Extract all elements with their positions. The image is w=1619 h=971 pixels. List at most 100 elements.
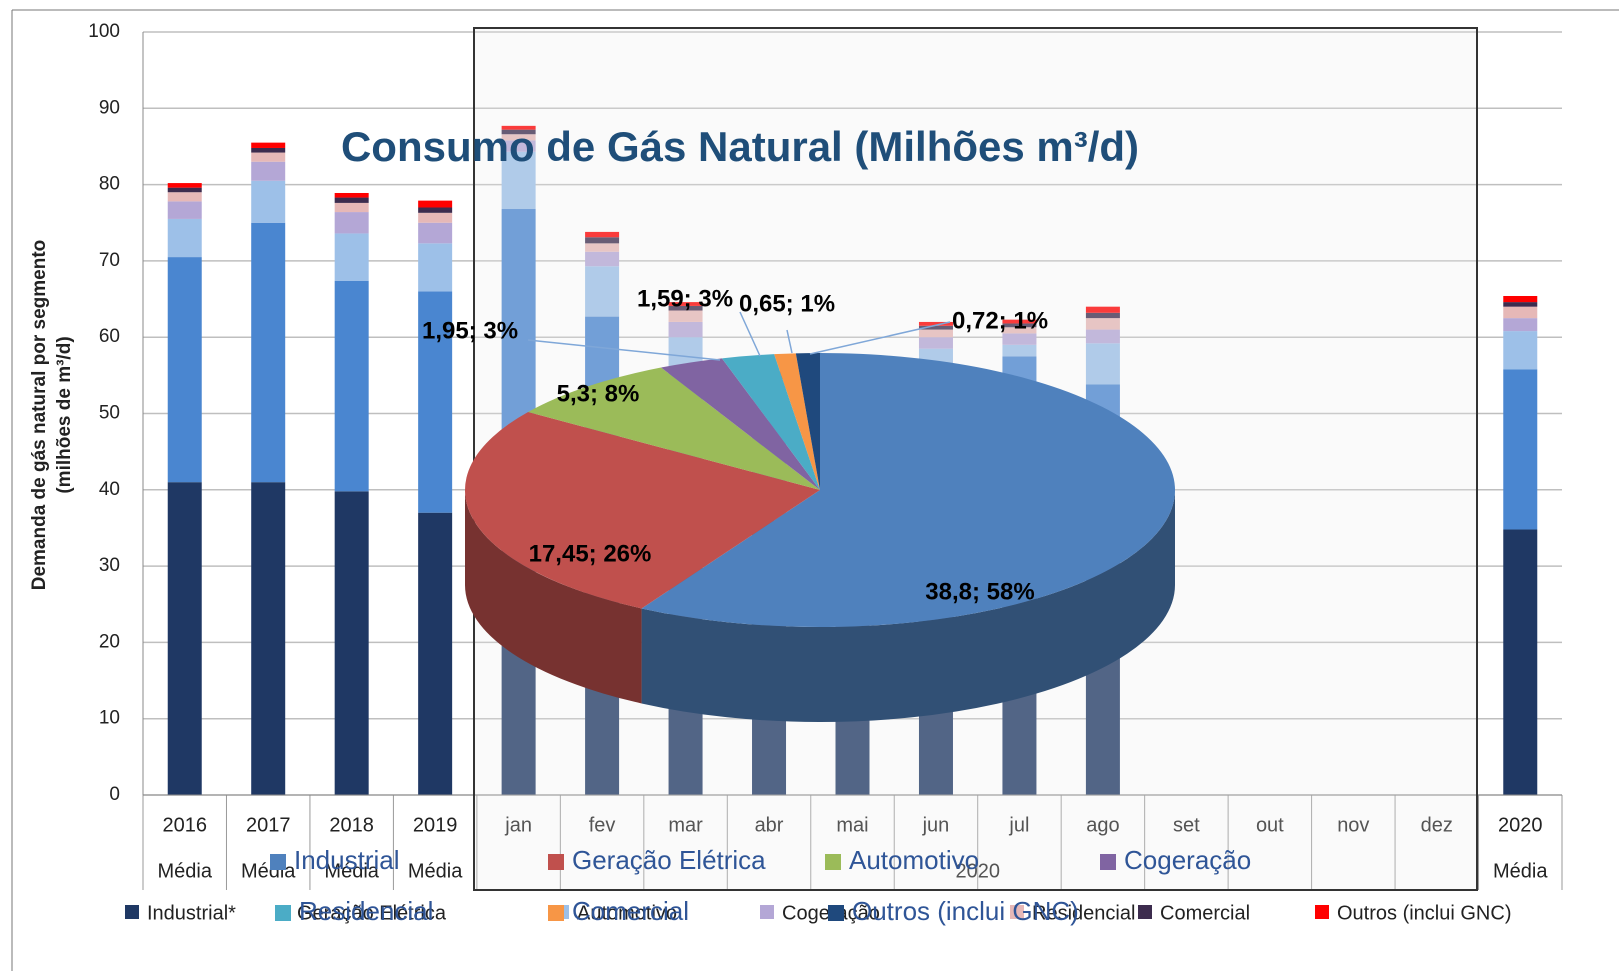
legend-label: Geração Elétrica [297, 902, 447, 924]
legend-label: Comercial [572, 896, 689, 926]
bar-segment [251, 142, 286, 148]
legend-swatch [1100, 854, 1116, 870]
x-sublabel: Média [157, 860, 212, 882]
x-tick-label: mai [836, 814, 868, 836]
bar-segment [334, 233, 369, 281]
x-tick-label: 2016 [162, 814, 207, 836]
x-tick-label: ago [1086, 814, 1119, 836]
bar-segment [1503, 302, 1538, 307]
legend-label: Automotivo [577, 902, 677, 924]
leader-line [739, 311, 761, 357]
bar-segment [418, 222, 453, 244]
bar-segment [251, 180, 286, 223]
y-tick-label: 50 [99, 403, 120, 424]
legend-swatch [1315, 905, 1329, 919]
y-tick-label: 90 [99, 97, 120, 118]
bar-segment [585, 251, 620, 267]
data-label: 5,3; 8% [557, 380, 640, 407]
bar-segment [501, 134, 536, 141]
legend-swatch [825, 854, 841, 870]
legend-swatch [548, 854, 564, 870]
pie-slice [465, 412, 820, 609]
legend-label: Residencial [299, 896, 433, 926]
bar-segment [1503, 306, 1538, 319]
y-axis-title: Demanda de gás natural por segmento (milh… [29, 240, 75, 591]
bar-segment [334, 192, 369, 198]
bar-segment [501, 129, 536, 135]
bar-segment [1503, 529, 1538, 795]
x-tick-label: set [1173, 814, 1200, 836]
x-sublabel: Média [241, 860, 296, 882]
pie-slice [641, 353, 1175, 627]
bar-segment [167, 218, 202, 258]
bar-segment [418, 207, 453, 213]
bar-segment [334, 202, 369, 213]
bar-segment [585, 237, 620, 244]
x-group-label: 2020 [955, 860, 1000, 882]
bar-segment [418, 212, 453, 223]
bar-segment [167, 192, 202, 202]
pie-chart: Consumo de Gás Natural (Milhões m³/d) 38,… [270, 123, 1251, 926]
y-tick-label: 20 [99, 631, 120, 652]
data-label: 0,65; 1% [739, 290, 835, 317]
x-tick-label: abr [755, 814, 784, 836]
bar-segment [418, 243, 453, 292]
data-label: 17,45; 26% [529, 540, 652, 567]
x-tick-label: jan [504, 814, 532, 836]
legend-label: Industrial* [147, 902, 236, 924]
legend-swatch [125, 905, 139, 919]
bar-segment [585, 266, 620, 317]
pie-slice [774, 353, 820, 490]
bar-segment [1002, 323, 1037, 328]
legend-swatch [548, 905, 564, 921]
y-tick-label: 0 [109, 784, 120, 805]
legend-label: Outros (inclui GNC) [852, 896, 1079, 926]
pie-slice [661, 358, 820, 490]
bar-segment [585, 231, 620, 238]
pie-slice [795, 353, 820, 490]
bar-segment [167, 482, 202, 795]
bar-segment [1503, 331, 1538, 370]
legend-label: Automotivo [849, 845, 979, 875]
bar-segment [1085, 312, 1120, 319]
x-sublabel: Média [324, 860, 379, 882]
y-tick-label: 80 [99, 174, 120, 195]
x-tick-label: 2018 [329, 814, 374, 836]
bar-segment [668, 310, 703, 322]
bar-segment [918, 325, 953, 330]
legend-swatch [275, 905, 291, 921]
legend-swatch [270, 854, 286, 870]
data-label: 38,8; 58% [925, 578, 1034, 605]
x-tick-label: 2019 [413, 814, 458, 836]
bar-segment [1085, 318, 1120, 330]
x-sublabel: Média [408, 860, 463, 882]
data-label: 1,95; 3% [422, 317, 518, 344]
pie-slice [721, 354, 820, 490]
x-tick-label: fev [589, 814, 616, 836]
leader-line [786, 329, 793, 354]
legend-swatch [1010, 905, 1024, 919]
bar-segment [918, 329, 953, 338]
bar-segment [668, 305, 703, 311]
legend-label: Industrial [294, 845, 400, 875]
bar-segment [668, 321, 703, 338]
leader-line [809, 321, 951, 355]
bar-segment [585, 243, 620, 252]
bar-segment [167, 183, 202, 188]
bar-segment [918, 321, 953, 326]
bar-segment [1002, 333, 1037, 345]
legend-label: Geração Elétrica [572, 845, 766, 875]
bar-segment [251, 482, 286, 795]
y-tick-label: 30 [99, 555, 120, 576]
x-tick-label: dez [1421, 814, 1453, 836]
y-axis-title-line: (milhões de m³/d) [54, 336, 75, 493]
y-tick-label: 100 [88, 21, 120, 42]
legend-label: Cogeração [1124, 845, 1251, 875]
pie-side [641, 490, 1175, 722]
legend-swatch [828, 905, 844, 921]
bar-segment [167, 201, 202, 219]
legend-swatch [760, 905, 774, 919]
bar-segment [418, 200, 453, 208]
bar-segment [251, 147, 286, 153]
bar-segment [334, 212, 369, 234]
